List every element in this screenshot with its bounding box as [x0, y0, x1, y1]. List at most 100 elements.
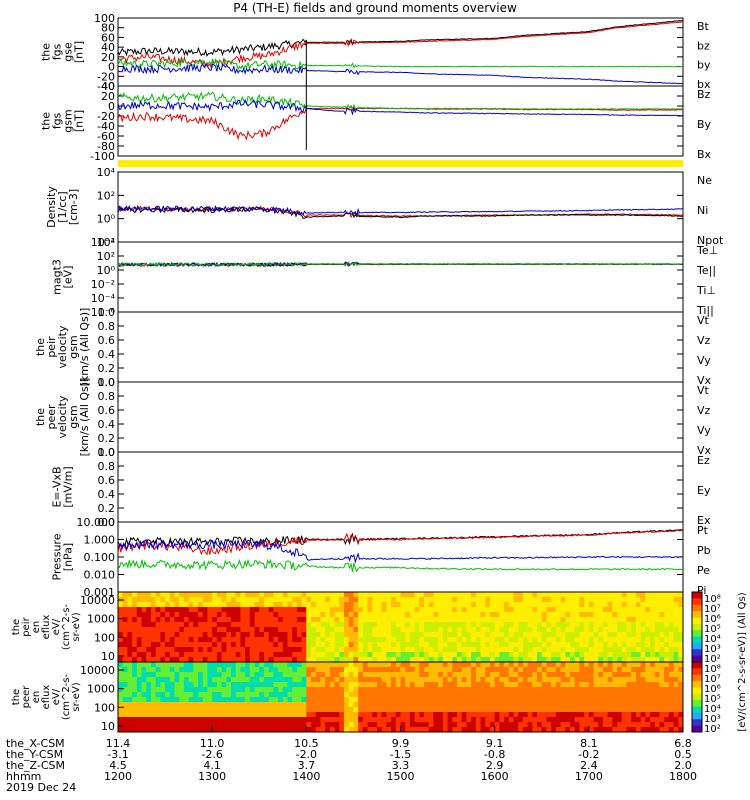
heatmap-cell	[320, 642, 326, 648]
heatmap-cell	[216, 692, 223, 698]
y-tick-label: 0.6	[98, 404, 116, 417]
heatmap-cell	[141, 637, 147, 643]
heatmap-cell	[565, 647, 571, 653]
x-row-value: 2.4	[580, 759, 598, 772]
heatmap-cell	[391, 612, 397, 618]
heatmap-cell	[466, 617, 472, 623]
heatmap-cell	[127, 612, 133, 618]
heatmap-cell	[292, 602, 298, 608]
heatmap-cell	[301, 707, 307, 713]
heatmap-cell	[183, 727, 190, 733]
heatmap-cell	[560, 707, 566, 713]
heatmap-cell	[183, 622, 190, 628]
heatmap-cell	[522, 712, 529, 718]
heatmap-cell	[475, 592, 482, 598]
heatmap-cell	[287, 622, 293, 628]
heatmap-cell	[565, 612, 571, 618]
heatmap-cell	[259, 602, 265, 608]
heatmap-cell	[249, 612, 256, 618]
heatmap-cell	[508, 622, 514, 628]
heatmap-cell	[174, 602, 180, 608]
y-tick-label: 10	[101, 650, 115, 663]
heatmap-cell	[400, 642, 406, 648]
heatmap-cell	[226, 717, 232, 723]
heatmap-cell	[263, 722, 270, 728]
heatmap-cell	[254, 637, 260, 643]
heatmap-cell	[527, 652, 533, 658]
colorbar-segment	[692, 617, 702, 625]
heatmap-cell	[489, 652, 496, 658]
heatmap-cell	[588, 682, 595, 688]
heatmap-cell	[475, 642, 482, 648]
heatmap-cell	[344, 647, 350, 653]
heatmap-cell	[593, 667, 599, 673]
heatmap-cell	[169, 727, 175, 733]
heatmap-cell	[216, 727, 223, 733]
heatmap-cell	[480, 602, 486, 608]
heatmap-cell	[245, 652, 251, 658]
heatmap-cell	[160, 667, 166, 673]
heatmap-cell	[654, 707, 660, 713]
heatmap-cell	[372, 622, 378, 628]
heatmap-cell	[245, 637, 251, 643]
heatmap-cell	[353, 667, 359, 673]
heatmap-cell	[362, 682, 369, 688]
heatmap-cell	[136, 677, 143, 683]
heatmap-cell	[489, 612, 496, 618]
heatmap-cell	[212, 597, 218, 603]
heatmap-cell	[527, 717, 533, 723]
heatmap-cell	[136, 642, 143, 648]
heatmap-cell	[602, 617, 609, 623]
legend-entry: Ne	[697, 174, 712, 187]
heatmap-cell	[367, 722, 373, 728]
heatmap-cell	[640, 677, 646, 683]
heatmap-cell	[231, 722, 237, 728]
heatmap-cell	[537, 667, 543, 673]
heatmap-cell	[362, 602, 369, 608]
heatmap-cell	[447, 657, 453, 663]
heatmap-cell	[527, 677, 533, 683]
heatmap-cell	[438, 712, 444, 718]
heatmap-cell	[508, 727, 514, 733]
heatmap-cell	[301, 647, 307, 653]
heatmap-cell	[546, 632, 552, 638]
heatmap-cell	[386, 672, 392, 678]
heatmap-cell	[329, 727, 336, 733]
heatmap-cell	[216, 612, 223, 618]
heatmap-cell	[466, 662, 472, 668]
x-row-value: 1200	[104, 770, 132, 783]
heatmap-cell	[579, 627, 585, 633]
heatmap-cell	[118, 632, 124, 638]
heatmap-cell	[457, 667, 463, 673]
heatmap-cell	[513, 667, 519, 673]
heatmap-cell	[160, 687, 166, 693]
heatmap-cell	[118, 612, 124, 618]
heatmap-cell	[263, 657, 270, 663]
heatmap-cell	[254, 712, 260, 718]
heatmap-cell	[532, 722, 538, 728]
heatmap-cell	[485, 677, 491, 683]
heatmap-cell	[617, 602, 623, 608]
heatmap-cell	[424, 672, 430, 678]
heatmap-cell	[301, 677, 307, 683]
heatmap-cell	[504, 602, 510, 608]
heatmap-cell	[645, 672, 651, 678]
y-axis-label-line: [1/cc]	[56, 191, 69, 222]
heatmap-cell	[447, 637, 453, 643]
heatmap-cell	[329, 692, 336, 698]
heatmap-cell	[588, 642, 595, 648]
heatmap-cell	[169, 682, 175, 688]
heatmap-cell	[494, 727, 500, 733]
heatmap-cell	[635, 647, 642, 653]
heatmap-cell	[127, 622, 133, 628]
heatmap-cell	[240, 707, 246, 713]
heatmap-cell	[136, 687, 143, 693]
heatmap-cell	[626, 727, 632, 733]
heatmap-cell	[358, 707, 364, 713]
heatmap-cell	[282, 597, 288, 603]
heatmap-cell	[207, 622, 213, 628]
heatmap-cell	[155, 632, 161, 638]
heatmap-cell	[165, 682, 171, 688]
heatmap-cell	[150, 642, 157, 648]
heatmap-cell	[626, 667, 632, 673]
